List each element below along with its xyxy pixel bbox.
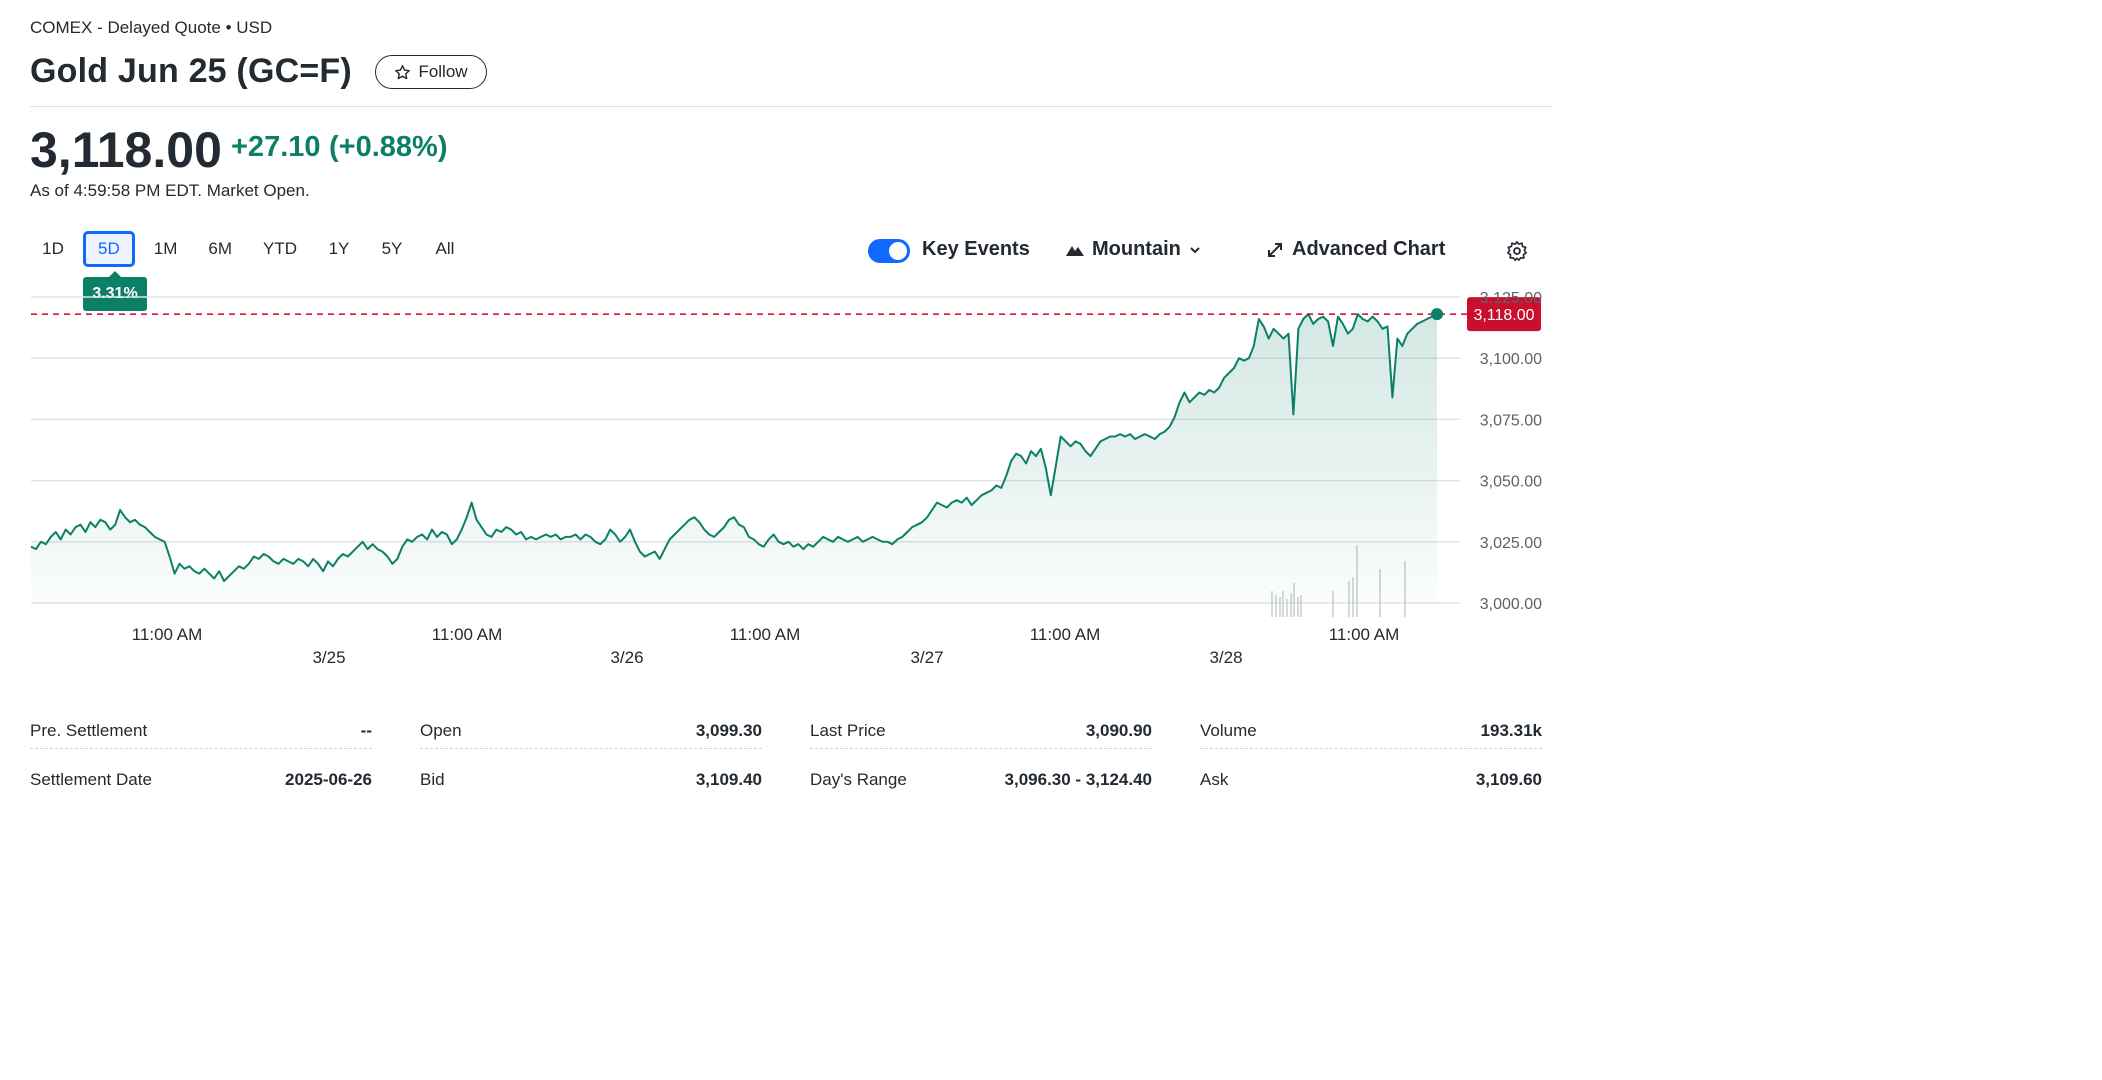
key-events-label: Key Events [922, 238, 1030, 260]
stat-label: Pre. Settlement [30, 721, 148, 740]
stat-label: Day's Range [810, 770, 907, 789]
stat-value: 3,109.60 [1475, 770, 1542, 789]
mountain-icon [1066, 245, 1084, 256]
y-tick-label: 3,075.00 [1480, 412, 1542, 429]
price-change: +27.10 [231, 131, 321, 163]
stat-label: Bid [420, 770, 445, 789]
price-chart[interactable]: 3,118.00 3,125.00 3,100.00 3,075.00 3,050.0… [0, 280, 1560, 680]
chevron-down-icon [1190, 246, 1200, 253]
stat-row: Open 3,099.30 [420, 714, 762, 749]
follow-label: Follow [418, 62, 468, 81]
x-time-label: 11:00 AM [1329, 625, 1400, 644]
advanced-chart-label: Advanced Chart [1292, 238, 1446, 260]
gear-icon[interactable] [1506, 240, 1528, 262]
y-tick-label: 3,000.00 [1480, 596, 1542, 613]
stat-value: 2025-06-26 [285, 770, 372, 789]
exchange-label: COMEX - Delayed Quote • USD [30, 18, 273, 37]
x-date-label: 3/25 [312, 648, 345, 667]
quote-timestamp: As of 4:59:58 PM EDT. Market Open. [30, 181, 310, 200]
quote-page: COMEX - Delayed Quote • USD Gold Jun 25 … [0, 18, 1560, 797]
stat-row: Last Price 3,090.90 [810, 714, 1152, 749]
price-line [30, 313, 1438, 582]
stat-value: -- [360, 721, 372, 740]
stat-row: Pre. Settlement -- [30, 714, 372, 749]
stat-row: Day's Range 3,096.30 - 3,124.40 [810, 763, 1152, 797]
chart-style-label: Mountain [1092, 238, 1181, 260]
range-tab-1m[interactable]: 1M [153, 239, 178, 258]
stat-row: Bid 3,109.40 [420, 763, 762, 797]
stats-column: Last Price 3,090.90 Day's Range 3,096.30… [810, 714, 1152, 797]
current-price-tag-text: 3,118.00 [1473, 307, 1534, 324]
price-change-percent: (+0.88%) [329, 131, 448, 163]
y-tick-label: 3,025.00 [1480, 535, 1542, 552]
stats-column: Volume 193.31k Ask 3,109.60 [1200, 714, 1542, 797]
range-tab-all[interactable]: All [435, 239, 455, 258]
x-time-label: 11:00 AM [432, 625, 503, 644]
range-tab-1d[interactable]: 1D [42, 239, 64, 258]
y-tick-label: 3,050.00 [1480, 474, 1542, 491]
x-date-label: 3/28 [1209, 648, 1242, 667]
star-icon [395, 64, 411, 79]
current-price: 3,118.00 [30, 122, 222, 178]
current-price-tag: 3,118.00 [1467, 297, 1541, 332]
stat-row: Ask 3,109.60 [1200, 763, 1542, 797]
stats-column: Open 3,099.30 Bid 3,109.40 [420, 714, 762, 797]
price-area [31, 314, 1437, 603]
chart-style-dropdown[interactable]: Mountain [1066, 238, 1201, 261]
stat-label: Open [420, 721, 462, 740]
y-tick-label: 3,125.00 [1480, 290, 1542, 307]
key-events-toggle[interactable] [868, 239, 910, 263]
stat-row: Settlement Date 2025-06-26 [30, 763, 372, 797]
page-title: Gold Jun 25 (GC=F) [30, 52, 352, 90]
stat-value: 3,109.40 [695, 770, 762, 789]
x-time-label: 11:00 AM [1030, 625, 1101, 644]
range-tab-ytd[interactable]: YTD [262, 239, 297, 258]
stat-label: Ask [1200, 770, 1229, 789]
quote-statistics: Pre. Settlement -- Settlement Date 2025-… [30, 714, 1542, 797]
y-tick-label: 3,100.00 [1480, 351, 1542, 368]
range-tab-1y[interactable]: 1Y [328, 239, 350, 258]
x-date-label: 3/26 [610, 648, 643, 667]
follow-button[interactable]: Follow [375, 55, 487, 89]
stat-value: 3,090.90 [1085, 721, 1152, 740]
toggle-knob [889, 242, 907, 260]
x-date-label: 3/27 [910, 648, 943, 667]
stat-value: 193.31k [1480, 721, 1542, 740]
expand-icon [1268, 242, 1282, 257]
range-tab-5y[interactable]: 5Y [381, 239, 403, 258]
range-tabs: 1D 5D 1M 6M YTD 1Y 5Y All [30, 231, 475, 267]
current-price-dot [1431, 308, 1443, 321]
stat-row: Volume 193.31k [1200, 714, 1542, 749]
stat-label: Last Price [810, 721, 886, 740]
range-tab-5d[interactable]: 5D [83, 231, 135, 267]
stat-label: Settlement Date [30, 770, 152, 789]
x-time-label: 11:00 AM [730, 625, 801, 644]
advanced-chart-button[interactable]: Advanced Chart [1266, 238, 1445, 261]
stats-column: Pre. Settlement -- Settlement Date 2025-… [30, 714, 372, 797]
stat-value: 3,099.30 [695, 721, 762, 740]
header-divider [30, 106, 1552, 107]
stat-value: 3,096.30 - 3,124.40 [1004, 770, 1152, 789]
x-time-label: 11:00 AM [132, 625, 203, 644]
stat-label: Volume [1200, 721, 1257, 740]
range-tab-6m[interactable]: 6M [208, 239, 232, 258]
